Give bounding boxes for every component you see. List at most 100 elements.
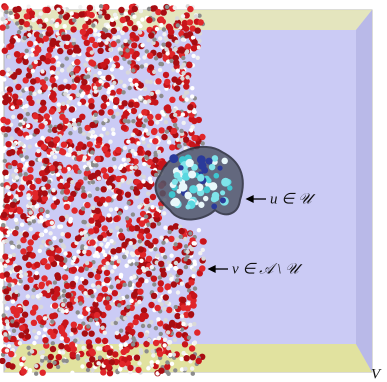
atom <box>77 102 81 106</box>
atom <box>135 170 141 176</box>
atom <box>65 292 71 298</box>
atom <box>104 270 110 276</box>
atom <box>131 108 137 114</box>
atom <box>34 271 38 275</box>
atom <box>138 239 142 243</box>
atom <box>152 70 156 74</box>
atom <box>190 247 194 251</box>
atom <box>173 6 177 10</box>
atom <box>34 364 38 368</box>
atom <box>25 49 29 53</box>
atom <box>121 90 125 94</box>
atom <box>28 144 32 148</box>
atom <box>159 206 163 210</box>
atom <box>195 27 201 33</box>
atom <box>88 103 94 109</box>
atom <box>106 24 110 28</box>
atom <box>101 33 107 39</box>
atom <box>101 266 105 270</box>
atom <box>68 219 72 223</box>
atom <box>14 290 18 294</box>
atom <box>74 59 80 65</box>
atom <box>47 86 51 90</box>
atom <box>123 119 127 123</box>
atom <box>115 147 121 153</box>
atom <box>59 84 65 90</box>
atom <box>63 251 67 255</box>
atom <box>67 49 73 55</box>
atom <box>50 346 56 352</box>
atom <box>77 296 83 302</box>
atom <box>125 295 129 299</box>
atom <box>161 271 167 277</box>
atom <box>61 102 65 106</box>
atom <box>94 89 98 93</box>
atom <box>30 349 34 353</box>
atom <box>14 13 20 19</box>
atom <box>35 204 39 208</box>
atom <box>56 63 60 67</box>
atom <box>146 233 152 239</box>
atom <box>172 108 176 112</box>
atom <box>119 51 123 55</box>
atom <box>24 87 28 91</box>
atom <box>98 11 102 15</box>
atom <box>29 227 33 231</box>
atom <box>176 323 182 329</box>
atom <box>127 365 133 371</box>
atom <box>76 310 80 314</box>
atom <box>42 84 48 90</box>
atom <box>144 63 148 67</box>
atom <box>105 75 111 81</box>
atom <box>122 84 126 88</box>
atom <box>174 172 181 179</box>
atom <box>150 205 154 209</box>
atom <box>158 36 162 40</box>
atom <box>189 128 193 132</box>
atom <box>5 348 9 352</box>
atom <box>80 340 84 344</box>
atom <box>158 68 162 72</box>
atom <box>46 250 52 256</box>
atom <box>11 299 15 303</box>
atom <box>42 337 48 343</box>
atom <box>101 103 107 109</box>
atom <box>179 129 183 133</box>
atom <box>19 26 23 30</box>
atom <box>20 142 24 146</box>
atom <box>78 11 84 17</box>
atom <box>118 367 122 371</box>
atom <box>179 183 188 192</box>
atom <box>134 165 138 169</box>
atom <box>150 265 154 269</box>
atom <box>72 256 76 260</box>
atom <box>103 118 107 122</box>
atom <box>159 236 163 240</box>
atom <box>120 17 126 23</box>
atom <box>50 70 54 74</box>
atom <box>133 102 139 108</box>
atom <box>184 51 188 55</box>
atom <box>49 20 53 24</box>
atom <box>182 341 188 347</box>
atom <box>109 208 113 212</box>
atom <box>1 17 5 21</box>
atom <box>59 328 65 334</box>
atom <box>131 342 135 346</box>
atom <box>221 178 230 187</box>
atom <box>65 215 69 219</box>
atom <box>185 250 189 254</box>
atom <box>93 32 97 36</box>
atom <box>165 283 171 289</box>
atom <box>165 51 169 55</box>
atom <box>148 302 154 308</box>
atom <box>138 332 144 338</box>
atom <box>57 48 63 54</box>
atom <box>185 305 191 311</box>
atom <box>87 141 93 147</box>
atom <box>123 146 127 150</box>
atom <box>44 229 48 233</box>
atom <box>23 108 27 112</box>
atom <box>171 76 177 82</box>
atom <box>48 231 52 235</box>
